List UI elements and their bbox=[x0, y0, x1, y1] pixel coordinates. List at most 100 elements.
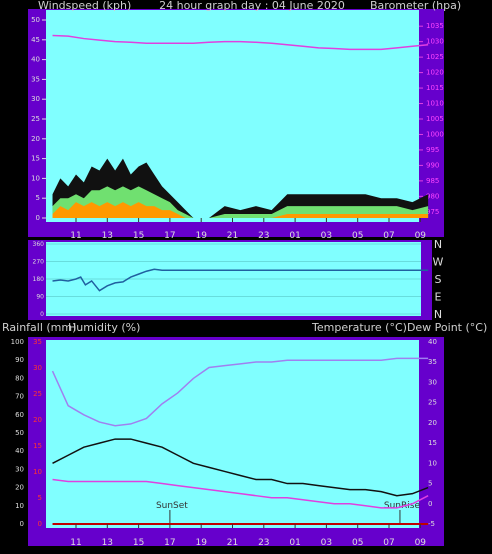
humidity-axis-title: Humidity (%) bbox=[68, 321, 140, 334]
windspeed-tick-label: 20 bbox=[31, 135, 40, 143]
barometer-tick-label: 975 bbox=[426, 208, 439, 216]
barometer-tick-label: 1000 bbox=[426, 130, 444, 138]
time-tick-label: 03 bbox=[321, 231, 332, 241]
series-line-dew bbox=[52, 478, 429, 509]
humidity-tick-label: 100 bbox=[11, 338, 24, 346]
humidity-tick-label: 60 bbox=[15, 411, 24, 419]
time-tick-label: 21 bbox=[227, 538, 238, 548]
windspeed-tick-label: 35 bbox=[31, 75, 40, 83]
rainfall-axis-title: Rainfall (mm) bbox=[2, 321, 76, 334]
temperature-tick-label: 5 bbox=[428, 480, 432, 488]
time-tick-label: 23 bbox=[258, 231, 269, 241]
temperature-tick-label: 35 bbox=[428, 358, 437, 366]
time-tick-label: 01 bbox=[289, 538, 300, 548]
time-tick-label: 01 bbox=[289, 231, 300, 241]
humidity-tick-label: 50 bbox=[15, 429, 24, 437]
time-tick-label: 09 bbox=[415, 231, 427, 241]
temperature-tick-label: -5 bbox=[428, 520, 435, 528]
windspeed-tick-label: 0 bbox=[36, 214, 40, 222]
humidity-tick-label: 10 bbox=[15, 502, 24, 510]
temperature-axis-title: Temperature (°C)Dew Point (°C) bbox=[311, 321, 487, 334]
time-tick-label: 07 bbox=[383, 231, 394, 241]
compass-label: W bbox=[433, 256, 444, 269]
time-tick-label: 07 bbox=[383, 538, 394, 548]
windspeed-tick-label: 5 bbox=[36, 194, 40, 202]
direction-tick-label: 180 bbox=[33, 276, 45, 283]
wind-area-average bbox=[52, 202, 429, 218]
chart-title: 24 hour graph day : 04 June 2020 bbox=[159, 0, 345, 12]
time-tick-label: 19 bbox=[195, 538, 207, 548]
direction-tick-label: 90 bbox=[36, 294, 44, 301]
barometer-tick-label: 1035 bbox=[426, 22, 444, 30]
humidity-tick-label: 90 bbox=[15, 356, 24, 364]
sun-marker-label: SunSet bbox=[156, 501, 188, 511]
barometer-tick-label: 1015 bbox=[426, 84, 444, 92]
compass-label: E bbox=[435, 291, 442, 304]
humidity-tick-label: 0 bbox=[20, 520, 24, 528]
time-tick-label: 13 bbox=[102, 231, 113, 241]
rainfall-tick-label: 25 bbox=[33, 390, 42, 398]
time-tick-label: 15 bbox=[133, 538, 144, 548]
windspeed-tick-label: 50 bbox=[31, 16, 40, 24]
series-line-temperature bbox=[52, 438, 429, 497]
rainfall-tick-label: 20 bbox=[33, 416, 42, 424]
temperature-tick-label: 10 bbox=[428, 459, 437, 467]
rainfall-tick-label: 30 bbox=[33, 364, 42, 372]
barometer-tick-label: 985 bbox=[426, 177, 439, 185]
temperature-tick-label: 40 bbox=[428, 338, 437, 346]
time-tick-label: 11 bbox=[70, 231, 81, 241]
time-tick-label: 11 bbox=[70, 538, 81, 548]
windspeed-axis-title: Windspeed (kph) bbox=[38, 0, 131, 12]
time-tick-label: 13 bbox=[102, 538, 113, 548]
windspeed-tick-label: 40 bbox=[31, 56, 40, 64]
humidity-tick-label: 40 bbox=[15, 447, 24, 455]
compass-label: N bbox=[434, 238, 442, 251]
barometer-axis-title: Barometer (hpa) bbox=[370, 0, 461, 12]
time-tick-label: 09 bbox=[415, 538, 427, 548]
barometer-tick-label: 1030 bbox=[426, 38, 444, 46]
windspeed-tick-label: 10 bbox=[31, 174, 40, 182]
rainfall-tick-label: 0 bbox=[38, 520, 42, 528]
temperature-tick-label: 20 bbox=[428, 419, 437, 427]
barometer-tick-label: 995 bbox=[426, 146, 439, 154]
time-tick-label: 17 bbox=[164, 231, 175, 241]
windspeed-tick-label: 45 bbox=[31, 36, 40, 44]
series-line-humidity bbox=[51, 357, 429, 427]
barometer-tick-label: 1020 bbox=[426, 69, 444, 77]
temperature-tick-label: 0 bbox=[428, 500, 432, 508]
time-tick-label: 19 bbox=[195, 231, 207, 241]
humidity-tick-label: 20 bbox=[15, 484, 24, 492]
barometer-tick-label: 980 bbox=[426, 192, 439, 200]
windspeed-tick-label: 30 bbox=[31, 95, 40, 103]
barometer-tick-label: 990 bbox=[426, 161, 439, 169]
time-tick-label: 23 bbox=[258, 538, 269, 548]
humidity-tick-label: 80 bbox=[15, 374, 24, 382]
windspeed-tick-label: 25 bbox=[31, 115, 40, 123]
rainfall-tick-label: 5 bbox=[38, 494, 42, 502]
temperature-plot-area bbox=[46, 340, 419, 528]
time-tick-label: 17 bbox=[164, 538, 175, 548]
rainfall-tick-label: 15 bbox=[33, 442, 42, 450]
time-tick-label: 05 bbox=[352, 538, 363, 548]
time-tick-label: 05 bbox=[352, 231, 363, 241]
barometer-tick-label: 1025 bbox=[426, 53, 444, 61]
wind-direction-line bbox=[52, 268, 429, 292]
temperature-tick-label: 15 bbox=[428, 439, 437, 447]
windspeed-tick-label: 15 bbox=[31, 155, 40, 163]
temperature-tick-label: 25 bbox=[428, 399, 437, 407]
time-tick-label: 15 bbox=[133, 231, 144, 241]
time-tick-label: 21 bbox=[227, 231, 238, 241]
barometer-line bbox=[52, 34, 429, 51]
direction-tick-label: 0 bbox=[40, 311, 44, 318]
direction-tick-label: 360 bbox=[33, 241, 45, 248]
compass-label: S bbox=[435, 273, 442, 286]
rainfall-tick-label: 10 bbox=[33, 468, 42, 476]
direction-tick-label: 270 bbox=[33, 259, 45, 266]
barometer-tick-label: 1005 bbox=[426, 115, 444, 123]
time-tick-label: 03 bbox=[321, 538, 332, 548]
temperature-tick-label: 30 bbox=[428, 378, 437, 386]
humidity-tick-label: 30 bbox=[15, 465, 24, 473]
rainfall-tick-label: 35 bbox=[33, 338, 42, 346]
humidity-tick-label: 70 bbox=[15, 393, 24, 401]
